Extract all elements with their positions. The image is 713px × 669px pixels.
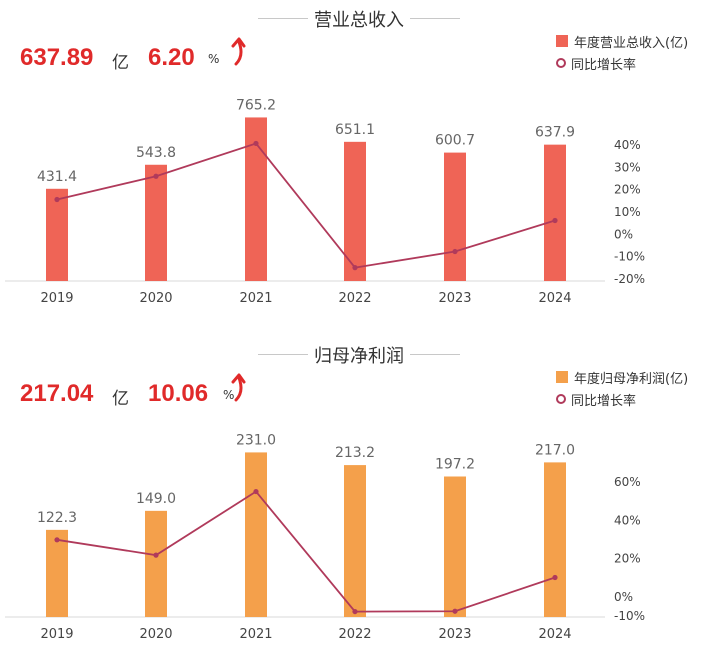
profit-title-row: 归母净利润 [0, 342, 713, 367]
growth-point-2019 [54, 537, 60, 543]
legend-line-marker [556, 394, 566, 404]
value-label-2021: 231.0 [236, 432, 276, 448]
profit-chart-title: 归母净利润 [314, 346, 404, 367]
x-tick-2020: 2020 [139, 291, 172, 306]
revenue-growth-value: 6.20 [148, 44, 195, 71]
value-label-2020: 149.0 [136, 491, 176, 507]
growth-point-2022 [352, 608, 358, 615]
y-right-tick-3: 0% [614, 590, 633, 604]
up-arrow-icon [231, 37, 246, 66]
title-rule-left [258, 354, 308, 355]
x-tick-2023: 2023 [438, 627, 471, 642]
profit-chart: 122.3 149.0 231.0 213.2 197.2 217.0 2019 2020 20… [5, 432, 645, 642]
growth-point-2022 [352, 265, 358, 271]
profit-growth-value: 10.06 [148, 380, 209, 407]
value-label-2019: 122.3 [37, 510, 77, 526]
growth-point-2020 [153, 173, 159, 179]
profit-legend: 年度归母净利润(亿) 同比增长率 [556, 366, 688, 410]
y-right-tick-4: 0% [614, 227, 633, 241]
value-label-2023: 197.2 [435, 456, 475, 472]
legend-line-label: 同比增长率 [571, 393, 637, 409]
title-rule-left [258, 18, 308, 19]
legend-bar-swatch [556, 371, 568, 383]
legend-line-label: 同比增长率 [571, 57, 637, 73]
x-tick-2021: 2021 [239, 291, 272, 306]
growth-line [56, 142, 556, 269]
bar-2021 [245, 117, 267, 281]
revenue-legend: 年度营业总收入(亿) 同比增长率 [556, 30, 688, 74]
y-right-tick-5: -10% [614, 250, 645, 264]
legend-item-bar: 年度营业总收入(亿) [556, 30, 688, 52]
y-right-tick-6: -20% [614, 272, 645, 286]
value-label-2022: 213.2 [335, 445, 375, 461]
growth-point-2020 [153, 552, 159, 558]
revenue-headline-unit: 亿 [112, 53, 129, 73]
x-tick-2020: 2020 [139, 627, 172, 642]
y-right-tick-2: 20% [614, 552, 641, 566]
legend-bar-label: 年度营业总收入(亿) [574, 35, 689, 51]
growth-point-2019 [54, 196, 60, 203]
revenue-title-row: 营业总收入 [0, 6, 713, 31]
value-label-2024: 217.0 [535, 442, 575, 458]
growth-point-2021 [253, 140, 259, 147]
revenue-growth-unit: % [208, 52, 220, 66]
bar-2022 [344, 141, 366, 281]
bar-2020 [145, 510, 167, 617]
legend-bar-label: 年度归母净利润(亿) [574, 371, 689, 387]
growth-point-2023 [452, 248, 458, 255]
y-right-tick-2: 20% [614, 183, 641, 197]
x-tick-2024: 2024 [538, 291, 571, 306]
bar-2023 [444, 152, 466, 281]
bar-2019 [46, 188, 68, 281]
bar-2022 [344, 465, 366, 617]
y-right-tick-0: 60% [614, 475, 641, 489]
bar-2024 [544, 144, 566, 281]
y-right-tick-1: 40% [614, 513, 641, 527]
bar-2019 [46, 529, 68, 617]
growth-point-2023 [452, 608, 458, 614]
bar-2021 [245, 452, 267, 617]
profit-headline-unit: 亿 [112, 389, 129, 409]
legend-item-line: 同比增长率 [556, 52, 688, 74]
value-label-2024: 637.9 [535, 125, 575, 141]
x-tick-2022: 2022 [338, 627, 371, 642]
value-label-2023: 600.7 [435, 133, 475, 149]
x-tick-2023: 2023 [438, 291, 471, 306]
profit-headline-value: 217.04 [20, 380, 94, 407]
up-arrow-icon [231, 373, 246, 402]
bar-2023 [444, 476, 466, 617]
legend-item-line: 同比增长率 [556, 388, 688, 410]
revenue-chart-title: 营业总收入 [314, 10, 404, 31]
y-right-tick-4: -10% [614, 609, 645, 623]
legend-line-marker [556, 58, 566, 68]
growth-line [56, 490, 556, 613]
legend-bar-swatch [556, 35, 568, 47]
bar-2020 [145, 164, 167, 281]
growth-point-2024 [552, 574, 558, 581]
y-right-tick-0: 40% [614, 138, 641, 152]
y-right-tick-1: 30% [614, 160, 641, 174]
profit-growth-unit: % [223, 388, 235, 402]
revenue-chart: 431.4 543.8 765.2 651.1 600.7 637.9 2019 2020 20… [5, 97, 645, 306]
y-right-tick-3: 10% [614, 205, 641, 219]
value-label-2019: 431.4 [37, 169, 77, 185]
revenue-panel: 营业总收入 637.89 亿 6.20 % 年度营业总收入(亿) 同比增长率 4… [0, 0, 713, 333]
legend-item-bar: 年度归母净利润(亿) [556, 366, 688, 388]
x-tick-2019: 2019 [40, 291, 73, 306]
revenue-headline-value: 637.89 [20, 44, 94, 71]
x-tick-2019: 2019 [40, 627, 73, 642]
value-label-2020: 543.8 [136, 145, 176, 161]
x-tick-2021: 2021 [239, 627, 272, 642]
profit-panel: 归母净利润 217.04 亿 10.06 % 年度归母净利润(亿) 同比增长率 … [0, 336, 713, 669]
growth-point-2024 [552, 217, 558, 224]
bar-2024 [544, 462, 566, 617]
title-rule-right [410, 354, 460, 355]
x-tick-2024: 2024 [538, 627, 571, 642]
value-label-2021: 765.2 [236, 97, 276, 113]
x-tick-2022: 2022 [338, 291, 371, 306]
title-rule-right [410, 18, 460, 19]
growth-point-2021 [253, 488, 259, 495]
value-label-2022: 651.1 [335, 122, 375, 138]
